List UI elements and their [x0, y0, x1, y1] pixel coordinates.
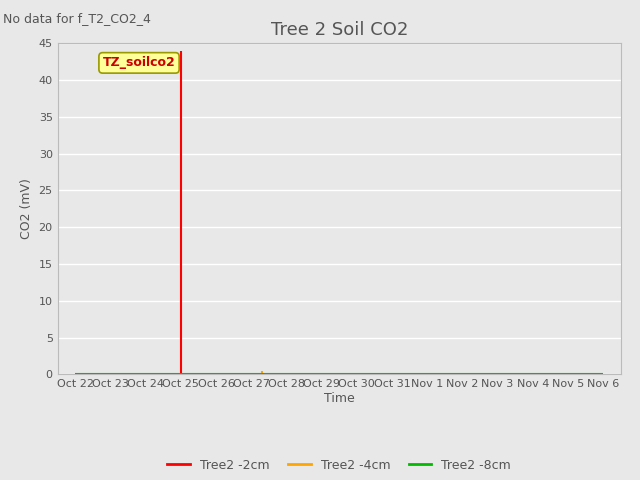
Title: Tree 2 Soil CO2: Tree 2 Soil CO2: [271, 21, 408, 39]
Text: No data for f_T2_CO2_4: No data for f_T2_CO2_4: [3, 12, 151, 25]
Legend: Tree2 -2cm, Tree2 -4cm, Tree2 -8cm: Tree2 -2cm, Tree2 -4cm, Tree2 -8cm: [162, 454, 516, 477]
X-axis label: Time: Time: [324, 392, 355, 405]
Text: TZ_soilco2: TZ_soilco2: [102, 56, 175, 70]
Y-axis label: CO2 (mV): CO2 (mV): [20, 179, 33, 239]
